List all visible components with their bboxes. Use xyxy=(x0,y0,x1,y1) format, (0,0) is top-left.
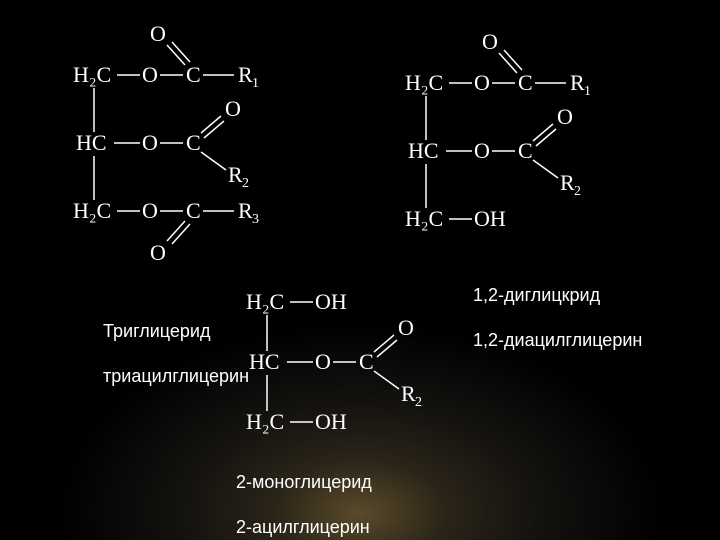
tri-acyl1-c: C xyxy=(186,62,201,87)
mono-c2: HC xyxy=(249,349,280,374)
di-o2: O xyxy=(474,138,490,163)
monoglyceride-label-line2: 2-ацилглицерин xyxy=(236,517,370,537)
mono-bond-acyl-dblO-a xyxy=(374,335,394,352)
mono-acyl-r: R xyxy=(401,381,416,406)
bond-acyl2-dblO-a xyxy=(201,116,221,133)
bond-acyl3-dblO-a xyxy=(167,221,185,241)
tri-c3: H₂C xyxy=(73,198,111,223)
tri-acyl1-rsub: 1 xyxy=(252,76,259,91)
tri-acyl3-r: R xyxy=(238,198,253,223)
bond-acyl1-dblO-a xyxy=(167,45,185,65)
di-acyl1-rsub: 1 xyxy=(584,84,591,99)
mono-c3: H₂C xyxy=(246,409,284,434)
mono-acyl-rsub: 2 xyxy=(415,395,422,410)
di-c1: H₂C xyxy=(405,70,443,95)
mono-o3: OH xyxy=(315,409,347,434)
bond-acyl3-dblO-b xyxy=(172,224,190,244)
bond-acyl2-dblO-b xyxy=(204,121,224,138)
di-acyl2-r: R xyxy=(560,170,575,195)
triglyceride-label-line1: Триглицерид xyxy=(103,321,210,341)
tri-acyl3-rsub: 3 xyxy=(252,212,259,227)
tri-c1: H₂C xyxy=(73,62,111,87)
mono-c1: H₂C xyxy=(246,289,284,314)
triglyceride-label: Триглицерид триацилглицерин xyxy=(93,297,249,387)
bond-acyl2-r xyxy=(201,152,226,170)
monoglyceride-label-line1: 2-моноглицерид xyxy=(236,472,372,492)
monoglyceride-structure: H₂C HC H₂C OH O C O R 2 OH xyxy=(241,281,481,441)
tri-acyl2-rsub: 2 xyxy=(242,176,249,191)
tri-acyl1-dblO: O xyxy=(150,21,166,46)
tri-acyl2-dblO: O xyxy=(225,96,241,121)
tri-acyl2-c: C xyxy=(186,130,201,155)
di-c3: H₂C xyxy=(405,206,443,231)
mono-acyl-c: C xyxy=(359,349,374,374)
mono-o2: O xyxy=(315,349,331,374)
triglyceride-structure: H₂C HC H₂C O C O R 1 O C O R 2 O C O R 3 xyxy=(68,20,328,270)
triglyceride-label-line2: триацилглицерин xyxy=(103,366,249,386)
tri-o3: O xyxy=(142,198,158,223)
tri-acyl2-r: R xyxy=(228,162,243,187)
di-c2: HC xyxy=(408,138,439,163)
tri-c2: HC xyxy=(76,130,107,155)
di-bond-acyl2-r xyxy=(533,160,558,178)
di-acyl2-rsub: 2 xyxy=(574,184,581,199)
tri-o1: O xyxy=(142,62,158,87)
tri-acyl3-c: C xyxy=(186,198,201,223)
di-bond-acyl2-dblO-a xyxy=(533,124,553,141)
di-acyl1-r: R xyxy=(570,70,585,95)
di-bond-acyl1-dblO-b xyxy=(504,50,522,70)
diglyceride-label-line2: 1,2-диацилглицерин xyxy=(473,330,642,350)
monoglyceride-label: 2-моноглицерид 2-ацилглицерин xyxy=(226,448,372,538)
mono-bond-acyl-dblO-b xyxy=(377,340,397,357)
di-bond-acyl1-dblO-a xyxy=(499,53,517,73)
bond-acyl1-dblO-b xyxy=(172,42,190,62)
tri-acyl1-r: R xyxy=(238,62,253,87)
diglyceride-label: 1,2-диглицкрид 1,2-диацилглицерин xyxy=(463,261,642,351)
diglyceride-structure: H₂C HC H₂C O C O R 1 O C O R 2 OH xyxy=(400,28,660,258)
diglyceride-label-line1: 1,2-диглицкрид xyxy=(473,285,600,305)
mono-acyl-dblO: O xyxy=(398,315,414,340)
tri-acyl3-dblO: O xyxy=(150,240,166,265)
di-acyl1-dblO: O xyxy=(482,29,498,54)
di-o3: OH xyxy=(474,206,506,231)
tri-o2: O xyxy=(142,130,158,155)
mono-bond-acyl-r xyxy=(374,371,399,389)
mono-o1: OH xyxy=(315,289,347,314)
di-acyl1-c: C xyxy=(518,70,533,95)
di-acyl2-dblO: O xyxy=(557,104,573,129)
di-acyl2-c: C xyxy=(518,138,533,163)
di-bond-acyl2-dblO-b xyxy=(536,129,556,146)
di-o1: O xyxy=(474,70,490,95)
